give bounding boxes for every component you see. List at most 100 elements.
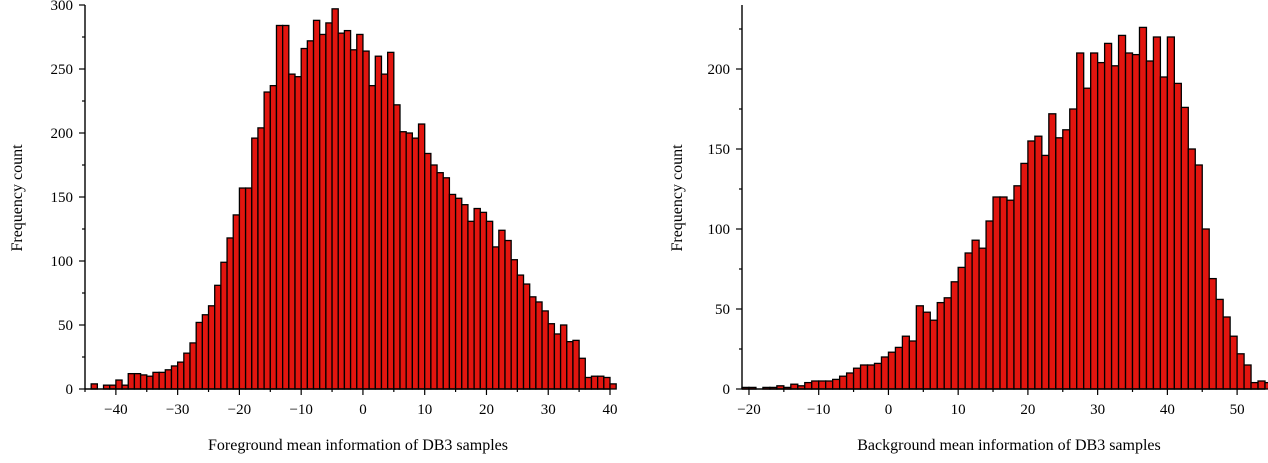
foreground-bar [281, 24, 290, 390]
foreground-bar [584, 376, 593, 390]
foreground-bar [417, 123, 426, 390]
foreground-bar [368, 84, 376, 390]
background-bar [915, 305, 924, 390]
foreground-x-tick-label: −10 [289, 402, 312, 418]
foreground-bar [405, 132, 414, 390]
foreground-bar [374, 55, 383, 390]
background-bar [873, 362, 883, 390]
foreground-bar [547, 323, 556, 390]
background-bar [1110, 65, 1120, 390]
foreground-y-axis-label: Frequency count [9, 144, 26, 252]
foreground-y-ticks: 0 50 100 150 200 250 300 [51, 0, 85, 398]
background-bar [866, 364, 876, 390]
foreground-bar [331, 8, 339, 390]
foreground-y-tick-label: 200 [51, 126, 74, 142]
foreground-x-tick-label: 0 [359, 402, 367, 418]
background-y-tick-label: 150 [708, 142, 731, 158]
foreground-bar [220, 261, 228, 390]
foreground-bar [430, 164, 438, 390]
foreground-bar [529, 296, 537, 390]
foreground-bar [596, 375, 605, 390]
foreground-bar [479, 211, 488, 390]
foreground-bar [251, 137, 259, 390]
background-bar [978, 247, 987, 390]
foreground-bar [176, 361, 185, 390]
foreground-x-tick-label: 30 [541, 402, 556, 418]
background-bar [971, 239, 980, 390]
foreground-bar [201, 314, 210, 390]
foreground-bar [183, 352, 191, 390]
foreground-bar [578, 357, 586, 390]
foreground-bar [146, 375, 154, 390]
foreground-bar [566, 340, 574, 390]
background-bar [818, 380, 827, 390]
background-bar [1069, 108, 1078, 390]
foreground-bar [164, 369, 173, 390]
foreground-bar [510, 259, 519, 390]
foreground-bar [393, 104, 401, 390]
background-bar [887, 351, 897, 390]
foreground-bar [473, 207, 481, 390]
background-bar [1090, 52, 1099, 390]
foreground-bar [207, 305, 216, 390]
foreground-bar [349, 49, 358, 390]
foreground-bar [386, 51, 395, 390]
background-bar [845, 372, 855, 390]
background-bar [1229, 335, 1238, 390]
background-bar [1243, 364, 1252, 390]
background-bar [1173, 82, 1182, 390]
foreground-bar [306, 40, 315, 390]
background-bar [1048, 113, 1057, 390]
foreground-y-tick-label: 250 [51, 62, 74, 78]
background-bar [1076, 52, 1085, 390]
foreground-bar [294, 76, 302, 390]
foreground-bar [288, 73, 296, 390]
background-bar [1131, 53, 1141, 390]
foreground-bar [214, 284, 222, 390]
background-y-ticks: 0 50 100 150 200 [708, 28, 742, 398]
background-x-tick-label: 30 [1090, 402, 1105, 418]
foreground-x-tick-label: 10 [417, 402, 432, 418]
background-x-tick-label: 50 [1230, 402, 1245, 418]
foreground-bar [195, 321, 204, 390]
foreground-y-tick-label: 100 [51, 254, 74, 270]
background-bar [790, 383, 799, 390]
background-bar [901, 335, 911, 390]
background-bar [1027, 140, 1036, 390]
foreground-bar [541, 310, 549, 390]
background-bar [957, 266, 966, 390]
background-x-tick-label: 0 [885, 402, 893, 418]
background-bar [1145, 60, 1155, 390]
foreground-bar [504, 239, 512, 390]
foreground-x-tick-label: 20 [479, 402, 494, 418]
foreground-bar [559, 324, 568, 390]
background-y-tick-label: 200 [708, 62, 731, 78]
background-histogram: 0 50 100 150 200 −20 −10 0 10 20 30 40 50 Frequency… [669, 5, 1268, 454]
foreground-bar [244, 187, 253, 390]
background-bar [1208, 277, 1217, 390]
background-bar [943, 297, 952, 390]
background-bar [908, 340, 917, 390]
foreground-bar [275, 24, 284, 390]
background-bar [1103, 42, 1113, 390]
background-bar [922, 311, 931, 390]
background-bar [859, 364, 869, 390]
foreground-bar [424, 152, 432, 390]
foreground-x-tick-label: 40 [603, 402, 618, 418]
foreground-bar [448, 193, 457, 390]
foreground-bar [115, 379, 123, 390]
background-x-axis-label: Background mean information of DB3 sampl… [857, 437, 1161, 454]
foreground-x-tick-label: −40 [104, 402, 127, 418]
background-bar [1187, 148, 1196, 390]
background-bar [1215, 298, 1224, 390]
foreground-bar [553, 333, 562, 390]
background-bar [880, 356, 890, 390]
background-bar [894, 346, 904, 390]
foreground-bar [411, 137, 420, 390]
foreground-bar [590, 375, 599, 390]
background-bar [1201, 228, 1210, 390]
foreground-bar [325, 22, 333, 390]
background-bar [936, 301, 945, 390]
foreground-bar [232, 214, 241, 390]
